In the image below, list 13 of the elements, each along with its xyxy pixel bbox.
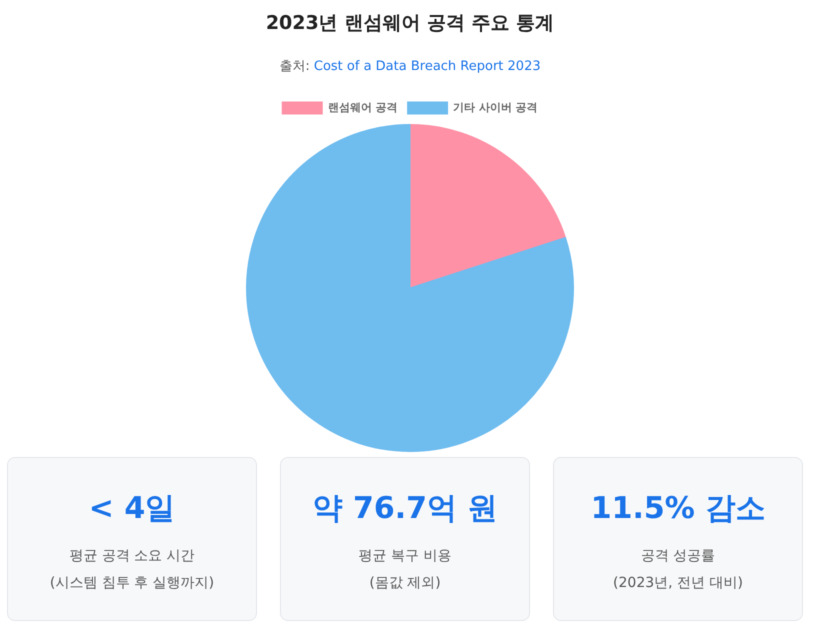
chart-title: 2023년 랜섬웨어 공격 주요 통계 bbox=[264, 11, 556, 36]
legend-label: 랜섬웨어 공격 bbox=[328, 100, 398, 114]
text: (2023년, 전년 대비) bbox=[612, 574, 744, 593]
text: (몸값 제외) bbox=[368, 574, 442, 593]
source-note: 출처: Cost of a Data Breach Report 2023 bbox=[279, 59, 541, 74]
legend-label: 기타 사이버 공격 bbox=[453, 100, 538, 114]
text: 공격 성공률 bbox=[640, 547, 716, 566]
text: < 4일 bbox=[88, 490, 176, 528]
text: (시스템 침투 후 실행까지) bbox=[48, 574, 216, 593]
text: 평균 공격 소요 시간 bbox=[68, 547, 196, 566]
text: 11.5% 감소 bbox=[590, 490, 766, 528]
text: 평균 복구 비용 bbox=[358, 547, 452, 566]
text: 약 76.7억 원 bbox=[312, 490, 498, 528]
